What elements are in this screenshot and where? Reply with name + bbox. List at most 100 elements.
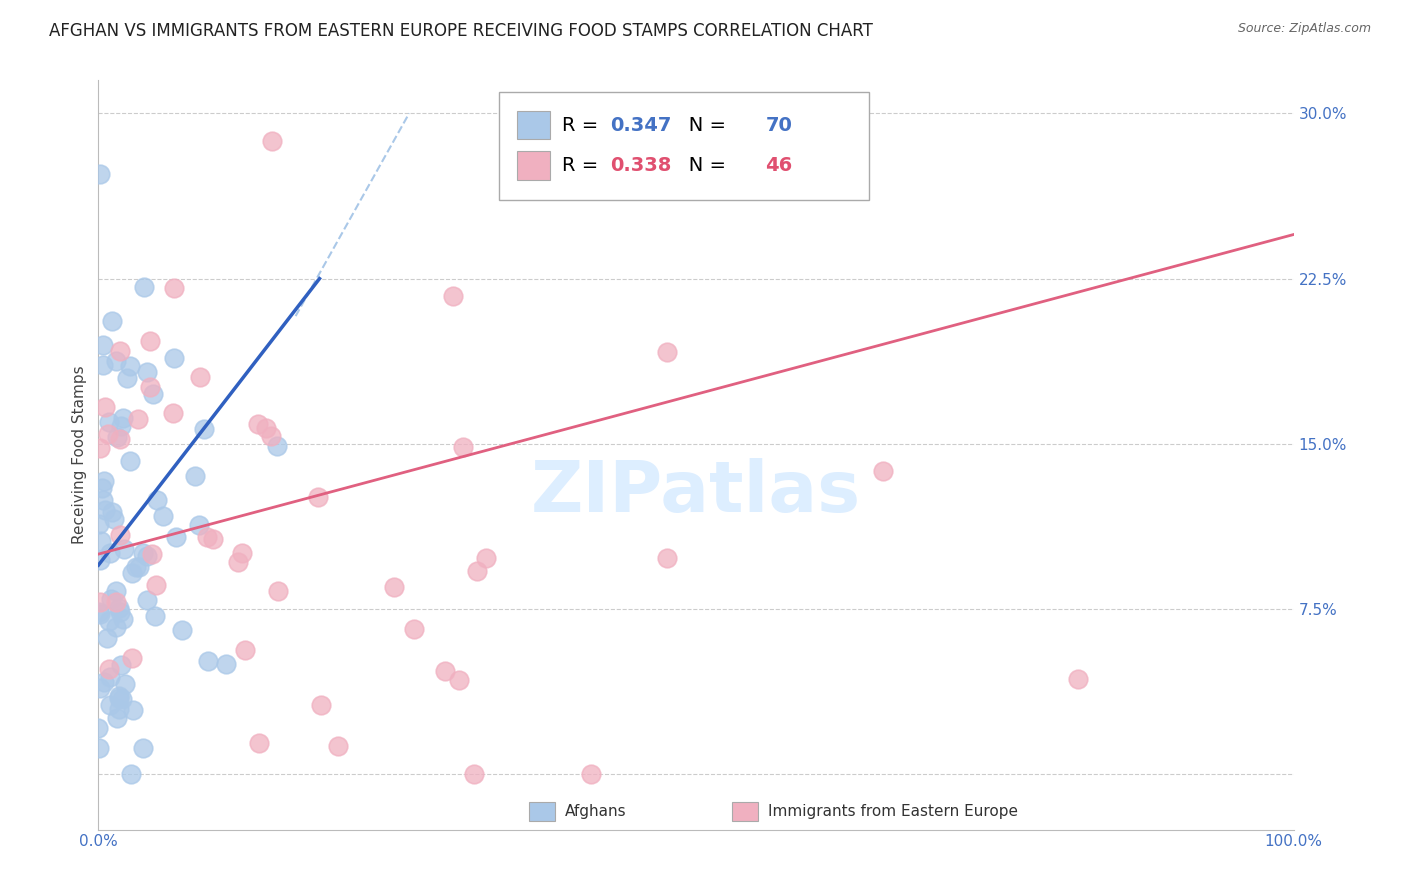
- Point: [89, 168, 111, 182]
- Point: [108, 701, 131, 715]
- Point: [449, 673, 471, 687]
- Point: [184, 468, 207, 483]
- Point: [100, 592, 122, 607]
- Point: [105, 353, 128, 368]
- FancyBboxPatch shape: [517, 152, 550, 180]
- Point: [91, 482, 114, 496]
- Point: [94, 400, 117, 414]
- Point: [118, 359, 141, 373]
- Point: [579, 767, 602, 781]
- Point: [100, 505, 122, 519]
- Point: [107, 689, 129, 703]
- Point: [114, 677, 136, 691]
- Point: [91, 337, 114, 351]
- Point: [127, 411, 149, 425]
- Point: [145, 578, 167, 592]
- Point: [108, 527, 131, 541]
- Point: [201, 532, 224, 546]
- Point: [93, 675, 115, 690]
- Point: [89, 605, 111, 619]
- Point: [138, 334, 160, 348]
- Point: [195, 529, 218, 543]
- Point: [247, 417, 270, 432]
- Point: [172, 623, 194, 637]
- Point: [111, 691, 134, 706]
- Point: [231, 546, 253, 560]
- Point: [110, 419, 132, 434]
- Y-axis label: Receiving Food Stamps: Receiving Food Stamps: [72, 366, 87, 544]
- Text: AFGHAN VS IMMIGRANTS FROM EASTERN EUROPE RECEIVING FOOD STAMPS CORRELATION CHART: AFGHAN VS IMMIGRANTS FROM EASTERN EUROPE…: [49, 22, 873, 40]
- Text: N =: N =: [669, 156, 733, 175]
- Point: [256, 421, 278, 435]
- Point: [260, 429, 283, 443]
- Point: [135, 366, 157, 380]
- Point: [118, 454, 141, 468]
- Point: [143, 609, 166, 624]
- Point: [163, 351, 186, 366]
- Point: [87, 722, 110, 736]
- Point: [142, 386, 165, 401]
- Point: [451, 440, 474, 454]
- Text: 0.347: 0.347: [610, 116, 671, 135]
- Point: [163, 281, 186, 295]
- Point: [233, 643, 256, 657]
- Point: [193, 422, 215, 436]
- Point: [104, 619, 127, 633]
- Point: [443, 289, 465, 303]
- Point: [105, 430, 128, 444]
- Point: [128, 560, 150, 574]
- Point: [145, 492, 167, 507]
- Point: [89, 607, 111, 622]
- Text: Afghans: Afghans: [565, 804, 626, 819]
- Point: [382, 580, 405, 594]
- Point: [105, 711, 128, 725]
- Point: [98, 546, 121, 560]
- Point: [197, 654, 219, 668]
- Point: [112, 542, 135, 557]
- Point: [136, 592, 159, 607]
- Text: N =: N =: [669, 116, 733, 135]
- Point: [110, 343, 132, 358]
- Point: [89, 553, 111, 567]
- Point: [131, 740, 153, 755]
- Point: [104, 584, 127, 599]
- Point: [434, 664, 457, 678]
- Point: [404, 622, 426, 636]
- FancyBboxPatch shape: [517, 111, 550, 139]
- Text: Source: ZipAtlas.com: Source: ZipAtlas.com: [1237, 22, 1371, 36]
- FancyBboxPatch shape: [529, 802, 555, 821]
- Point: [215, 657, 238, 672]
- Point: [103, 512, 125, 526]
- Point: [187, 518, 209, 533]
- Text: R =: R =: [562, 156, 605, 175]
- Point: [307, 490, 329, 504]
- Text: ZIPatlas: ZIPatlas: [531, 458, 860, 527]
- Point: [89, 441, 111, 455]
- Point: [97, 427, 120, 442]
- Point: [89, 740, 111, 755]
- Point: [152, 509, 174, 524]
- Point: [162, 406, 184, 420]
- Point: [112, 411, 135, 425]
- Point: [121, 703, 143, 717]
- Point: [190, 370, 212, 384]
- Point: [96, 631, 118, 645]
- Text: 70: 70: [765, 116, 792, 135]
- Point: [93, 492, 115, 507]
- Point: [267, 584, 290, 599]
- Point: [97, 415, 120, 429]
- Point: [655, 345, 678, 359]
- Point: [136, 549, 159, 563]
- Point: [90, 534, 112, 549]
- Point: [112, 612, 135, 626]
- Point: [91, 358, 114, 372]
- Point: [262, 134, 284, 148]
- Point: [104, 595, 127, 609]
- Point: [94, 503, 117, 517]
- Point: [124, 560, 146, 574]
- Point: [226, 555, 249, 569]
- Point: [247, 736, 270, 750]
- Point: [97, 662, 120, 676]
- Point: [121, 566, 143, 581]
- Point: [872, 464, 894, 478]
